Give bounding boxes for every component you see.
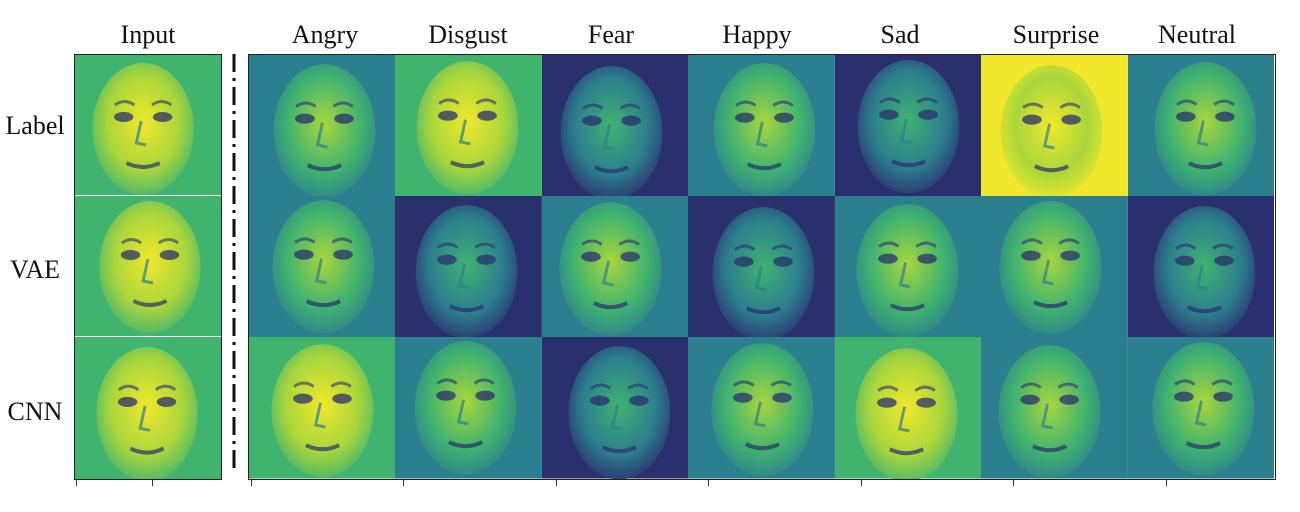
column-header-sad: Sad — [880, 20, 920, 49]
x-tick — [251, 480, 252, 486]
face-image-label-happy — [688, 55, 836, 197]
column-header-angry: Angry — [291, 20, 359, 49]
x-tick — [403, 480, 404, 486]
face-image-label-neutral — [1127, 55, 1275, 197]
face-image-vae-happy — [688, 196, 836, 338]
face-image-cnn-disgust — [395, 337, 543, 479]
x-tick — [76, 480, 77, 486]
face-image-cnn-sad — [834, 337, 982, 479]
face-image-cnn-happy — [688, 337, 836, 479]
face-image-label-angry — [249, 55, 396, 197]
face-image-vae-disgust — [395, 196, 543, 338]
row-label-label: Label — [5, 111, 65, 140]
face-image-cnn-fear — [541, 337, 689, 479]
x-tick — [708, 480, 709, 486]
face-image-vae-sad — [834, 196, 982, 338]
face-image-vae-fear — [541, 196, 689, 338]
input-image-cnn-row — [75, 337, 221, 479]
x-tick — [1166, 480, 1167, 486]
x-tick — [1013, 480, 1014, 486]
input-image-vae-row — [75, 196, 221, 336]
column-header-surprise: Surprise — [1012, 20, 1100, 49]
face-image-label-sad — [834, 55, 982, 197]
face-image-label-fear — [541, 55, 689, 197]
separator-line — [232, 54, 236, 474]
input-header: Input — [120, 20, 176, 49]
column-header-happy: Happy — [722, 20, 792, 49]
column-header-neutral: Neutral — [1158, 20, 1236, 49]
input-image-label-row — [75, 55, 221, 195]
face-image-label-disgust — [395, 55, 543, 197]
column-header-disgust: Disgust — [428, 20, 508, 49]
input-panel — [74, 54, 222, 480]
x-tick — [152, 480, 153, 486]
row-label-vae: VAE — [9, 255, 61, 284]
column-header-fear: Fear — [587, 20, 635, 49]
face-image-cnn-angry — [249, 337, 396, 479]
face-image-vae-neutral — [1127, 196, 1275, 338]
x-tick — [556, 480, 557, 486]
face-image-cnn-neutral — [1127, 337, 1275, 479]
row-label-cnn: CNN — [7, 397, 63, 426]
face-image-vae-angry — [249, 196, 396, 338]
face-image-label-surprise — [981, 55, 1129, 197]
face-image-cnn-surprise — [981, 337, 1129, 479]
face-image-vae-surprise — [981, 196, 1129, 338]
face-grid-panel — [248, 54, 1276, 480]
x-tick — [861, 480, 862, 486]
